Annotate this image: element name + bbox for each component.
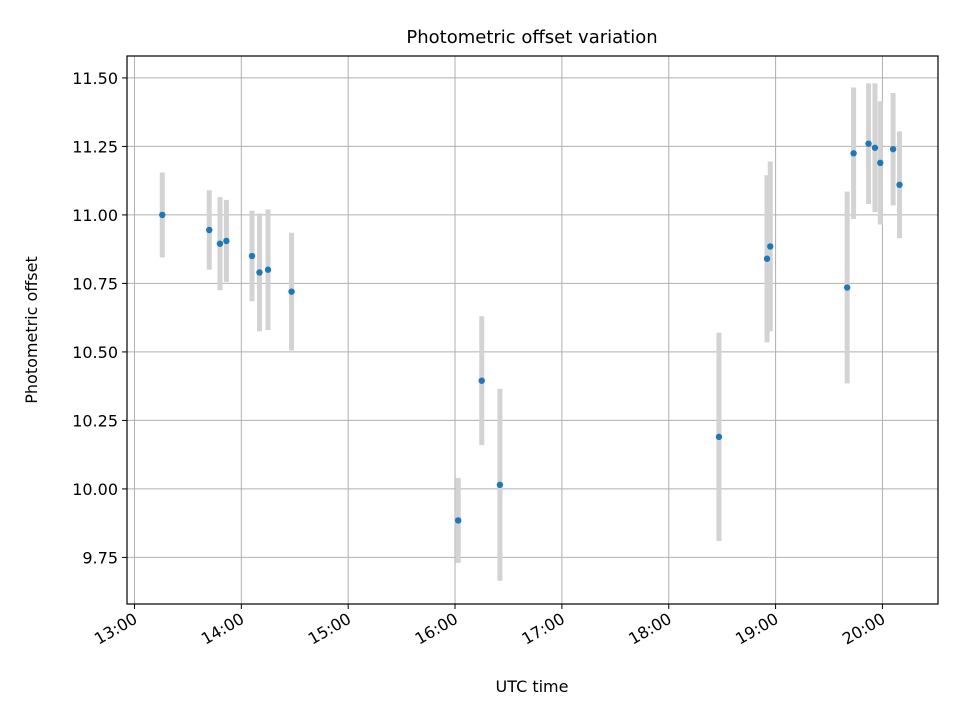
- data-point: [264, 266, 272, 273]
- error-bars: [159, 83, 903, 581]
- data-point: [871, 144, 879, 151]
- data-point: [496, 481, 504, 489]
- x-tick-label: 18:00: [625, 609, 674, 649]
- data-point: [889, 145, 897, 153]
- plot-frame: [126, 55, 939, 605]
- grid: [127, 56, 938, 604]
- data-point: [850, 150, 857, 157]
- data-point: [206, 226, 213, 234]
- data-point: [843, 284, 851, 291]
- data-point: [256, 269, 263, 276]
- x-tick-label: 15:00: [305, 609, 354, 649]
- data-point: [865, 140, 872, 147]
- y-tick-label: 10.00: [72, 480, 118, 499]
- y-tick-label: 9.75: [82, 548, 118, 567]
- data-points: [159, 140, 903, 524]
- chart-title: Photometric offset variation: [406, 27, 657, 48]
- data-point: [767, 243, 774, 250]
- data-point: [455, 517, 462, 524]
- x-tick-label: 13:00: [91, 609, 140, 649]
- y-tick-label: 10.25: [72, 411, 118, 430]
- data-point: [478, 377, 485, 384]
- data-point: [216, 240, 224, 247]
- data-point: [763, 255, 771, 262]
- data-point: [715, 433, 723, 441]
- data-point: [159, 211, 166, 219]
- data-point: [877, 159, 884, 167]
- x-tick-label: 16:00: [412, 609, 461, 649]
- y-axis: 9.75 10.00 10.25 10.50 10.75 11.00 11.25 11.50: [72, 69, 127, 567]
- data-point: [223, 237, 230, 245]
- data-point: [288, 288, 295, 295]
- x-tick-label: 20:00: [839, 609, 888, 649]
- y-tick-label: 11.25: [72, 137, 118, 156]
- y-tick-label: 10.50: [72, 343, 118, 362]
- y-tick-label: 10.75: [72, 274, 118, 293]
- y-tick-label: 11.50: [72, 69, 118, 88]
- x-axis-label: UTC time: [496, 677, 569, 696]
- x-tick-label: 19:00: [732, 609, 781, 649]
- x-tick-label: 14:00: [198, 609, 247, 649]
- y-tick-label: 11.00: [72, 206, 118, 225]
- y-axis-label: Photometric offset: [22, 256, 41, 404]
- x-tick-label: 17:00: [518, 609, 567, 649]
- x-axis: 13:00 14:00 15:00 16:00 17:00 18:00 19:00 20:00: [91, 604, 888, 649]
- data-point: [248, 252, 256, 260]
- data-point: [896, 181, 903, 188]
